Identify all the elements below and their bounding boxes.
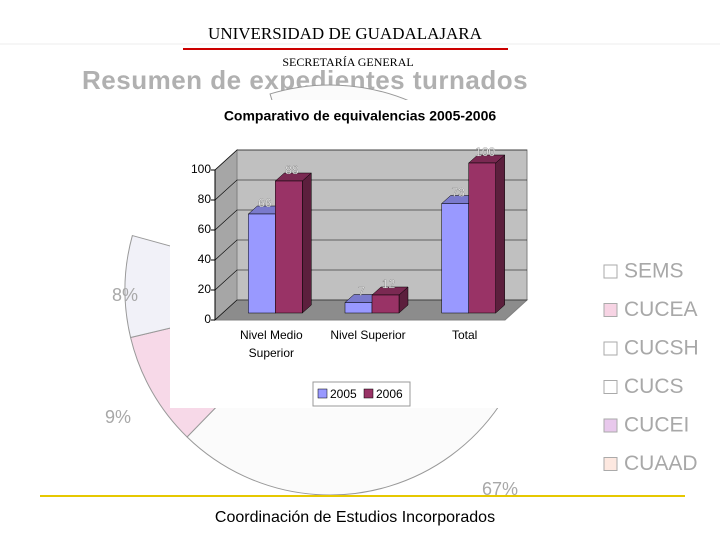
x-tick-label: Nivel Superior xyxy=(330,328,405,342)
grid-line xyxy=(214,149,527,171)
bar-value-label: 12 xyxy=(382,277,396,291)
pie-legend-swatch xyxy=(603,264,618,279)
pie-legend-label: SEMS xyxy=(624,260,684,283)
bar xyxy=(344,302,373,314)
x-tick-label: Total xyxy=(452,328,477,342)
grid-line xyxy=(214,299,527,321)
bar xyxy=(371,294,400,314)
bar xyxy=(275,180,303,314)
pie-value-label: 67% xyxy=(482,479,518,499)
y-tick-label: 40 xyxy=(198,252,212,266)
grid-line xyxy=(214,209,527,231)
y-tick-label: 20 xyxy=(198,282,212,296)
side-wall xyxy=(214,148,238,322)
header-subtitle: SECRETARÍA GENERAL xyxy=(282,55,413,69)
pie-legend-swatch xyxy=(603,380,618,394)
legend-swatch xyxy=(317,388,328,399)
y-tick-label: 100 xyxy=(191,162,211,176)
bar-value-label: 66 xyxy=(258,196,272,210)
bar-side xyxy=(302,172,312,314)
pie-value-label: 9% xyxy=(105,407,131,427)
y-tick-label: 60 xyxy=(198,222,212,236)
x-tick-label: Nivel Medio Superior xyxy=(240,328,303,360)
bar-value-label: 7 xyxy=(358,285,365,299)
chart-title: Comparativo de equivalencias 2005-2006 xyxy=(224,108,497,124)
pie-legend-box xyxy=(597,252,702,480)
pie-legend-label: CUAAD xyxy=(624,452,698,475)
pie-value-label: 8% xyxy=(112,285,138,305)
legend-label: 2005 xyxy=(330,387,357,401)
bar xyxy=(468,162,496,314)
pie-legend-label: CUCEA xyxy=(624,298,698,321)
pie-legend-swatch xyxy=(603,303,618,317)
pie-legend-swatch xyxy=(603,457,618,471)
grid-line xyxy=(214,239,527,261)
bar-value-label: 73 xyxy=(451,186,465,200)
y-tick-label: 80 xyxy=(198,192,212,206)
bar xyxy=(441,203,469,314)
bar-value-label: 88 xyxy=(285,163,299,177)
header-title: UNIVERSIDAD DE GUADALAJARA xyxy=(208,24,483,43)
y-tick-label: 0 xyxy=(204,312,211,326)
grid-line xyxy=(214,179,527,201)
pie-legend-label: CUCSH xyxy=(624,337,699,360)
bar-side xyxy=(495,154,505,314)
pie-legend-label: CUCS xyxy=(624,375,684,398)
legend-label: 2006 xyxy=(376,387,403,401)
bar-value-label: 100 xyxy=(475,145,495,159)
bar xyxy=(248,213,276,314)
grid-line xyxy=(214,269,527,291)
footer-text: Coordinación de Estudios Incorporados xyxy=(215,509,495,526)
legend-box xyxy=(312,381,411,407)
pie-legend-swatch xyxy=(603,418,618,433)
pie-legend-swatch xyxy=(603,341,618,356)
pie-legend-label: CUCEI xyxy=(624,414,689,437)
legend-swatch xyxy=(363,388,374,399)
